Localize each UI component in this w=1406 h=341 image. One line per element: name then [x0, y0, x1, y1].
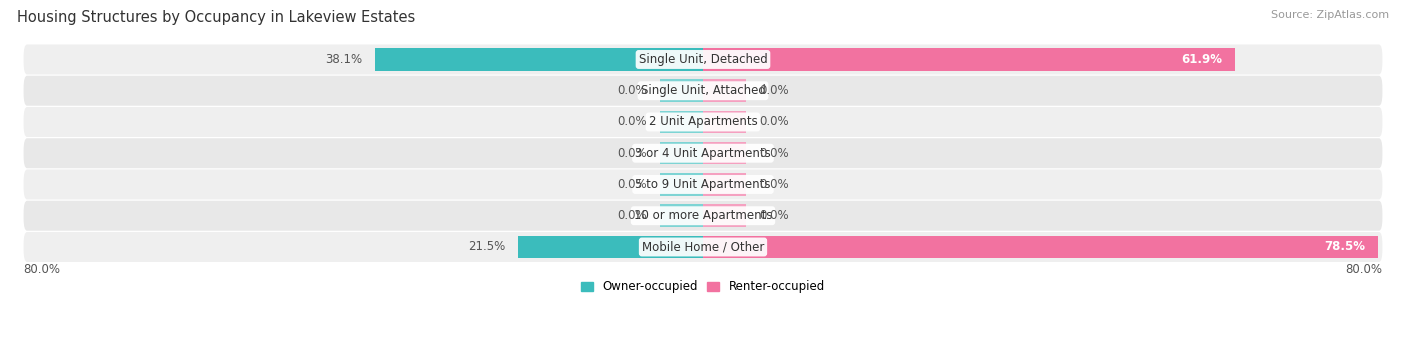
FancyBboxPatch shape [24, 44, 1382, 74]
Text: 78.5%: 78.5% [1324, 240, 1365, 253]
Text: 3 or 4 Unit Apartments: 3 or 4 Unit Apartments [636, 147, 770, 160]
FancyBboxPatch shape [24, 76, 1382, 106]
Text: 0.0%: 0.0% [759, 116, 789, 129]
Text: 10 or more Apartments: 10 or more Apartments [634, 209, 772, 222]
Text: 0.0%: 0.0% [759, 178, 789, 191]
Text: 21.5%: 21.5% [468, 240, 505, 253]
Text: 0.0%: 0.0% [759, 209, 789, 222]
Bar [375, 48, 703, 71]
Text: Single Unit, Detached: Single Unit, Detached [638, 53, 768, 66]
Text: Housing Structures by Occupancy in Lakeview Estates: Housing Structures by Occupancy in Lakev… [17, 10, 415, 25]
FancyBboxPatch shape [24, 201, 1382, 231]
Text: 0.0%: 0.0% [617, 116, 647, 129]
Bar [703, 236, 1378, 258]
Text: Mobile Home / Other: Mobile Home / Other [641, 240, 765, 253]
Text: Source: ZipAtlas.com: Source: ZipAtlas.com [1271, 10, 1389, 20]
Bar [659, 111, 703, 133]
Bar [517, 236, 703, 258]
Text: 61.9%: 61.9% [1181, 53, 1222, 66]
Bar [703, 79, 747, 102]
FancyBboxPatch shape [24, 169, 1382, 199]
Bar [659, 173, 703, 196]
Text: Single Unit, Attached: Single Unit, Attached [641, 84, 765, 97]
Text: 0.0%: 0.0% [617, 147, 647, 160]
Text: 0.0%: 0.0% [617, 178, 647, 191]
Text: 38.1%: 38.1% [325, 53, 363, 66]
FancyBboxPatch shape [24, 232, 1382, 262]
Bar [703, 142, 747, 164]
Text: 0.0%: 0.0% [759, 147, 789, 160]
Text: 80.0%: 80.0% [24, 263, 60, 276]
Text: 80.0%: 80.0% [1346, 263, 1382, 276]
Bar [659, 205, 703, 227]
FancyBboxPatch shape [24, 138, 1382, 168]
Text: 0.0%: 0.0% [759, 84, 789, 97]
Text: 0.0%: 0.0% [617, 209, 647, 222]
Legend: Owner-occupied, Renter-occupied: Owner-occupied, Renter-occupied [576, 276, 830, 298]
FancyBboxPatch shape [24, 107, 1382, 137]
Bar [659, 142, 703, 164]
Text: 0.0%: 0.0% [617, 84, 647, 97]
Bar [703, 173, 747, 196]
Bar [703, 205, 747, 227]
Bar [659, 79, 703, 102]
Text: 5 to 9 Unit Apartments: 5 to 9 Unit Apartments [636, 178, 770, 191]
Bar [703, 111, 747, 133]
Text: 2 Unit Apartments: 2 Unit Apartments [648, 116, 758, 129]
Bar [703, 48, 1236, 71]
